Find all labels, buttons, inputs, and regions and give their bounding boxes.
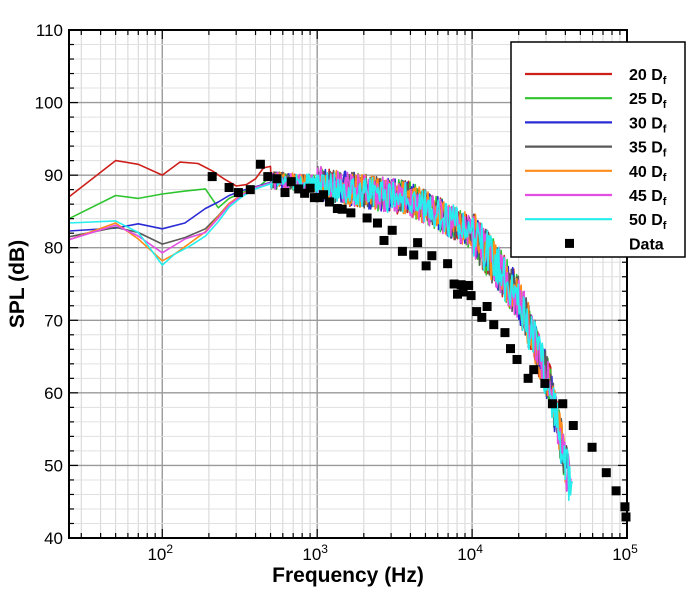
data-point: [272, 174, 282, 184]
data-point: [207, 172, 217, 182]
data-point: [587, 442, 597, 452]
data-markers: [207, 159, 631, 522]
data-point: [558, 399, 568, 409]
data-point: [477, 312, 487, 322]
data-point: [443, 259, 453, 269]
data-point: [611, 486, 621, 496]
data-point: [421, 261, 431, 271]
data-point: [286, 177, 296, 187]
data-point: [379, 235, 389, 245]
data-point: [397, 246, 407, 256]
data-point: [472, 307, 482, 317]
ticks: [69, 29, 628, 539]
data-point: [489, 320, 499, 330]
data-point: [300, 188, 310, 198]
data-point: [387, 225, 397, 235]
x-axis-title: Frequency (Hz): [272, 564, 424, 587]
data-point: [482, 301, 492, 311]
data-point: [529, 365, 539, 375]
data-point: [523, 373, 533, 383]
data-point: [458, 287, 468, 297]
series-layer: [68, 159, 574, 501]
plot-frame: [68, 29, 628, 539]
data-point: [362, 213, 372, 223]
y-tick-label: 70: [44, 311, 63, 330]
legend-box: [510, 41, 686, 258]
data-point: [568, 421, 578, 431]
data-point: [233, 188, 243, 198]
data-point: [309, 193, 319, 203]
data-point: [452, 289, 462, 299]
legend-label: Data: [629, 236, 664, 253]
data-point: [305, 183, 315, 193]
y-tick-label: 80: [44, 239, 63, 258]
y-tick-label: 50: [44, 456, 63, 475]
y-tick-label: 40: [44, 529, 63, 548]
data-point: [346, 208, 356, 218]
data-point: [506, 344, 516, 354]
data-point: [449, 279, 459, 289]
data-point: [512, 354, 522, 364]
y-tick-label: 90: [44, 166, 63, 185]
data-point: [224, 182, 234, 192]
data-point: [332, 204, 342, 214]
y-axis-title: SPL (dB): [6, 240, 29, 328]
data-point: [547, 399, 557, 409]
y-tick-label: 110: [36, 21, 63, 40]
data-point: [337, 204, 347, 214]
data-point: [324, 197, 334, 207]
data-point: [601, 468, 611, 478]
legend-label: 20 Df: [629, 67, 667, 87]
data-point: [319, 190, 329, 200]
data-point: [255, 159, 265, 169]
data-point: [456, 280, 466, 290]
legend-label: 40 Df: [629, 164, 667, 184]
data-point: [409, 250, 419, 260]
y-tick-label: 60: [44, 384, 63, 403]
x-tick-label: 103: [302, 542, 328, 564]
tick-labels: 40 50 60 70 80 90 100 110 102 103 104 105: [35, 21, 638, 564]
data-point: [464, 280, 474, 290]
data-point: [263, 172, 273, 182]
data-point: [245, 185, 255, 195]
legend: 20 Df 25 Df 30 Df 35 Df 40 Df 45 Df 50 Df Data: [510, 41, 686, 258]
data-point: [372, 218, 382, 228]
data-point: [427, 251, 437, 261]
legend-label: 25 Df: [629, 91, 667, 111]
legend-label: 45 Df: [629, 188, 667, 208]
series-line: [68, 171, 574, 501]
data-point: [413, 238, 423, 248]
data-point: [620, 502, 630, 512]
legend-label: 35 Df: [629, 140, 667, 160]
data-point: [500, 328, 510, 338]
data-point: [621, 512, 631, 522]
x-tick-label: 105: [612, 542, 638, 564]
data-point: [540, 378, 550, 388]
x-tick-label: 104: [457, 542, 483, 564]
legend-data-marker: [565, 238, 574, 248]
y-tick-label: 100: [35, 94, 63, 113]
legend-label: 50 Df: [629, 212, 667, 232]
data-point: [280, 188, 290, 198]
data-point: [294, 184, 304, 194]
data-point: [466, 291, 476, 301]
legend-label: 30 Df: [629, 115, 667, 135]
x-tick-label: 102: [147, 542, 173, 564]
